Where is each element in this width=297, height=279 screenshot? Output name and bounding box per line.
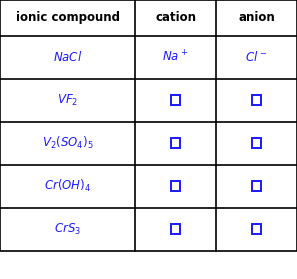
Text: $\mathit{Cl}^-$: $\mathit{Cl}^-$: [245, 50, 268, 64]
Text: $\mathit{NaCl}$: $\mathit{NaCl}$: [53, 50, 82, 64]
Bar: [252, 95, 261, 105]
Text: $\mathit{Na}^+$: $\mathit{Na}^+$: [162, 50, 189, 65]
Bar: [171, 181, 180, 191]
Bar: [171, 224, 180, 234]
Text: ionic compound: ionic compound: [15, 11, 120, 24]
Text: cation: cation: [155, 11, 196, 24]
Bar: [252, 224, 261, 234]
Bar: [171, 95, 180, 105]
Bar: [0, 0, 297, 251]
Bar: [171, 138, 180, 148]
Bar: [252, 181, 261, 191]
Text: $\mathit{CrS}_3$: $\mathit{CrS}_3$: [54, 222, 81, 237]
Bar: [252, 138, 261, 148]
Text: $\mathit{V}_2(\mathit{SO}_4)_5$: $\mathit{V}_2(\mathit{SO}_4)_5$: [42, 135, 94, 151]
Text: anion: anion: [238, 11, 275, 24]
Text: $\mathit{VF}_2$: $\mathit{VF}_2$: [57, 93, 78, 108]
Text: $\mathit{Cr}(\mathit{OH})_4$: $\mathit{Cr}(\mathit{OH})_4$: [44, 178, 91, 194]
